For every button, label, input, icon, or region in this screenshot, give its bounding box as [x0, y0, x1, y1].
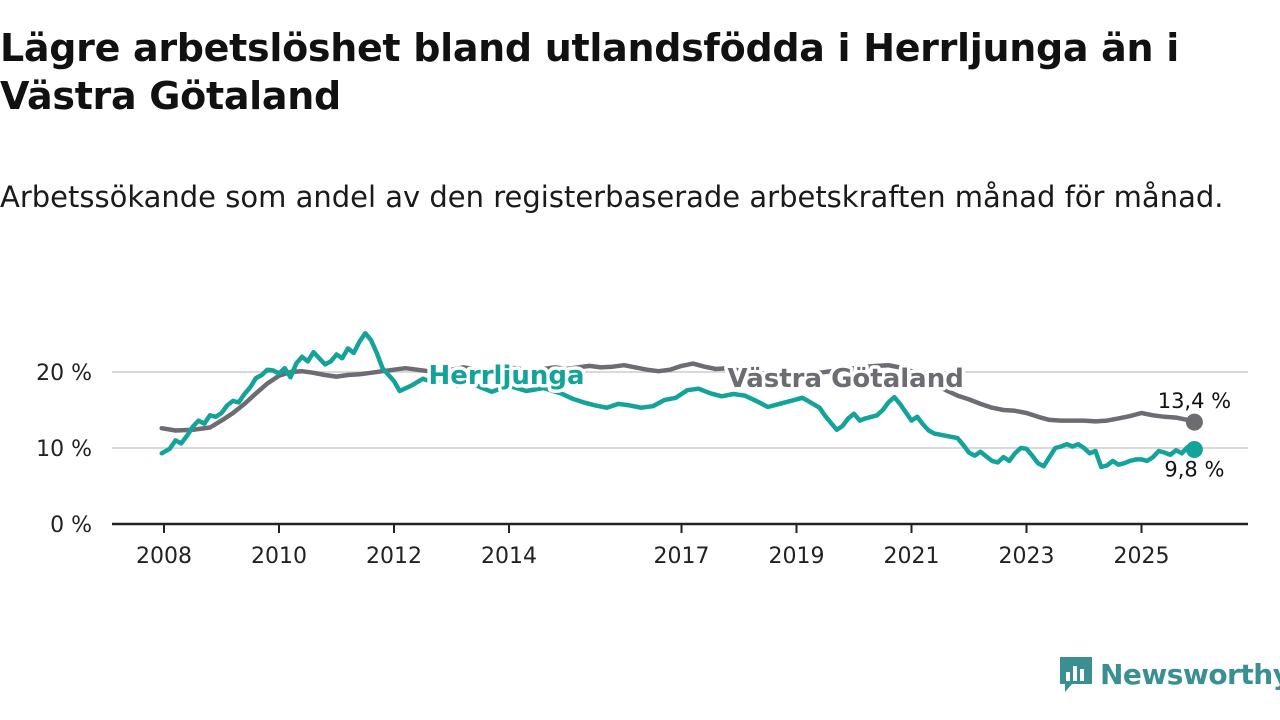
x-tick-label: 2014	[481, 544, 537, 569]
series-end-marker	[1185, 441, 1203, 459]
series-line-herrljunga	[159, 330, 1197, 470]
x-tick-label: 2010	[251, 544, 307, 569]
series-lines	[159, 330, 1203, 470]
y-tick-label: 0 %	[50, 513, 92, 538]
brand-name: Newsworthy	[1100, 657, 1280, 691]
series-labels: 13,4 % 9,8 % Herrljunga Västra Götaland	[425, 358, 1231, 482]
x-tick-label: 2021	[884, 544, 940, 569]
y-tick-label: 10 %	[36, 437, 92, 462]
x-tick-label: 2012	[366, 544, 422, 569]
brand-logo[interactable]: Newsworthy	[1058, 652, 1280, 696]
series-inline-label: Herrljunga	[429, 361, 585, 391]
series-end-marker	[1185, 413, 1203, 431]
x-tick-label: 2008	[136, 544, 192, 569]
x-tick-label: 2017	[654, 544, 710, 569]
series-line-vastra-gotaland	[159, 361, 1197, 433]
x-tick-label: 2025	[1114, 544, 1170, 569]
x-tick-label: 2023	[999, 544, 1055, 569]
line-chart: 0 % 10 % 20 % 2008 2010 2012 2014 2017 2019 2021 2…	[36, 330, 1248, 569]
axes: 0 % 10 % 20 % 2008 2010 2012 2014 2017 2019 2021 2…	[36, 361, 1248, 569]
series-end-label: 13,4 %	[1158, 389, 1231, 413]
newsworthy-logo-icon	[1060, 657, 1092, 692]
gridlines	[112, 371, 1248, 449]
series-inline-label: Västra Götaland	[728, 364, 964, 394]
series-end-label: 9,8 %	[1164, 458, 1224, 482]
chart-title: Lägre arbetslöshet bland utlandsfödda i …	[0, 26, 1179, 118]
chart-subtitle: Arbetssökande som andel av den registerb…	[0, 180, 1224, 214]
x-tick-label: 2019	[769, 544, 825, 569]
y-tick-label: 20 %	[36, 361, 92, 386]
